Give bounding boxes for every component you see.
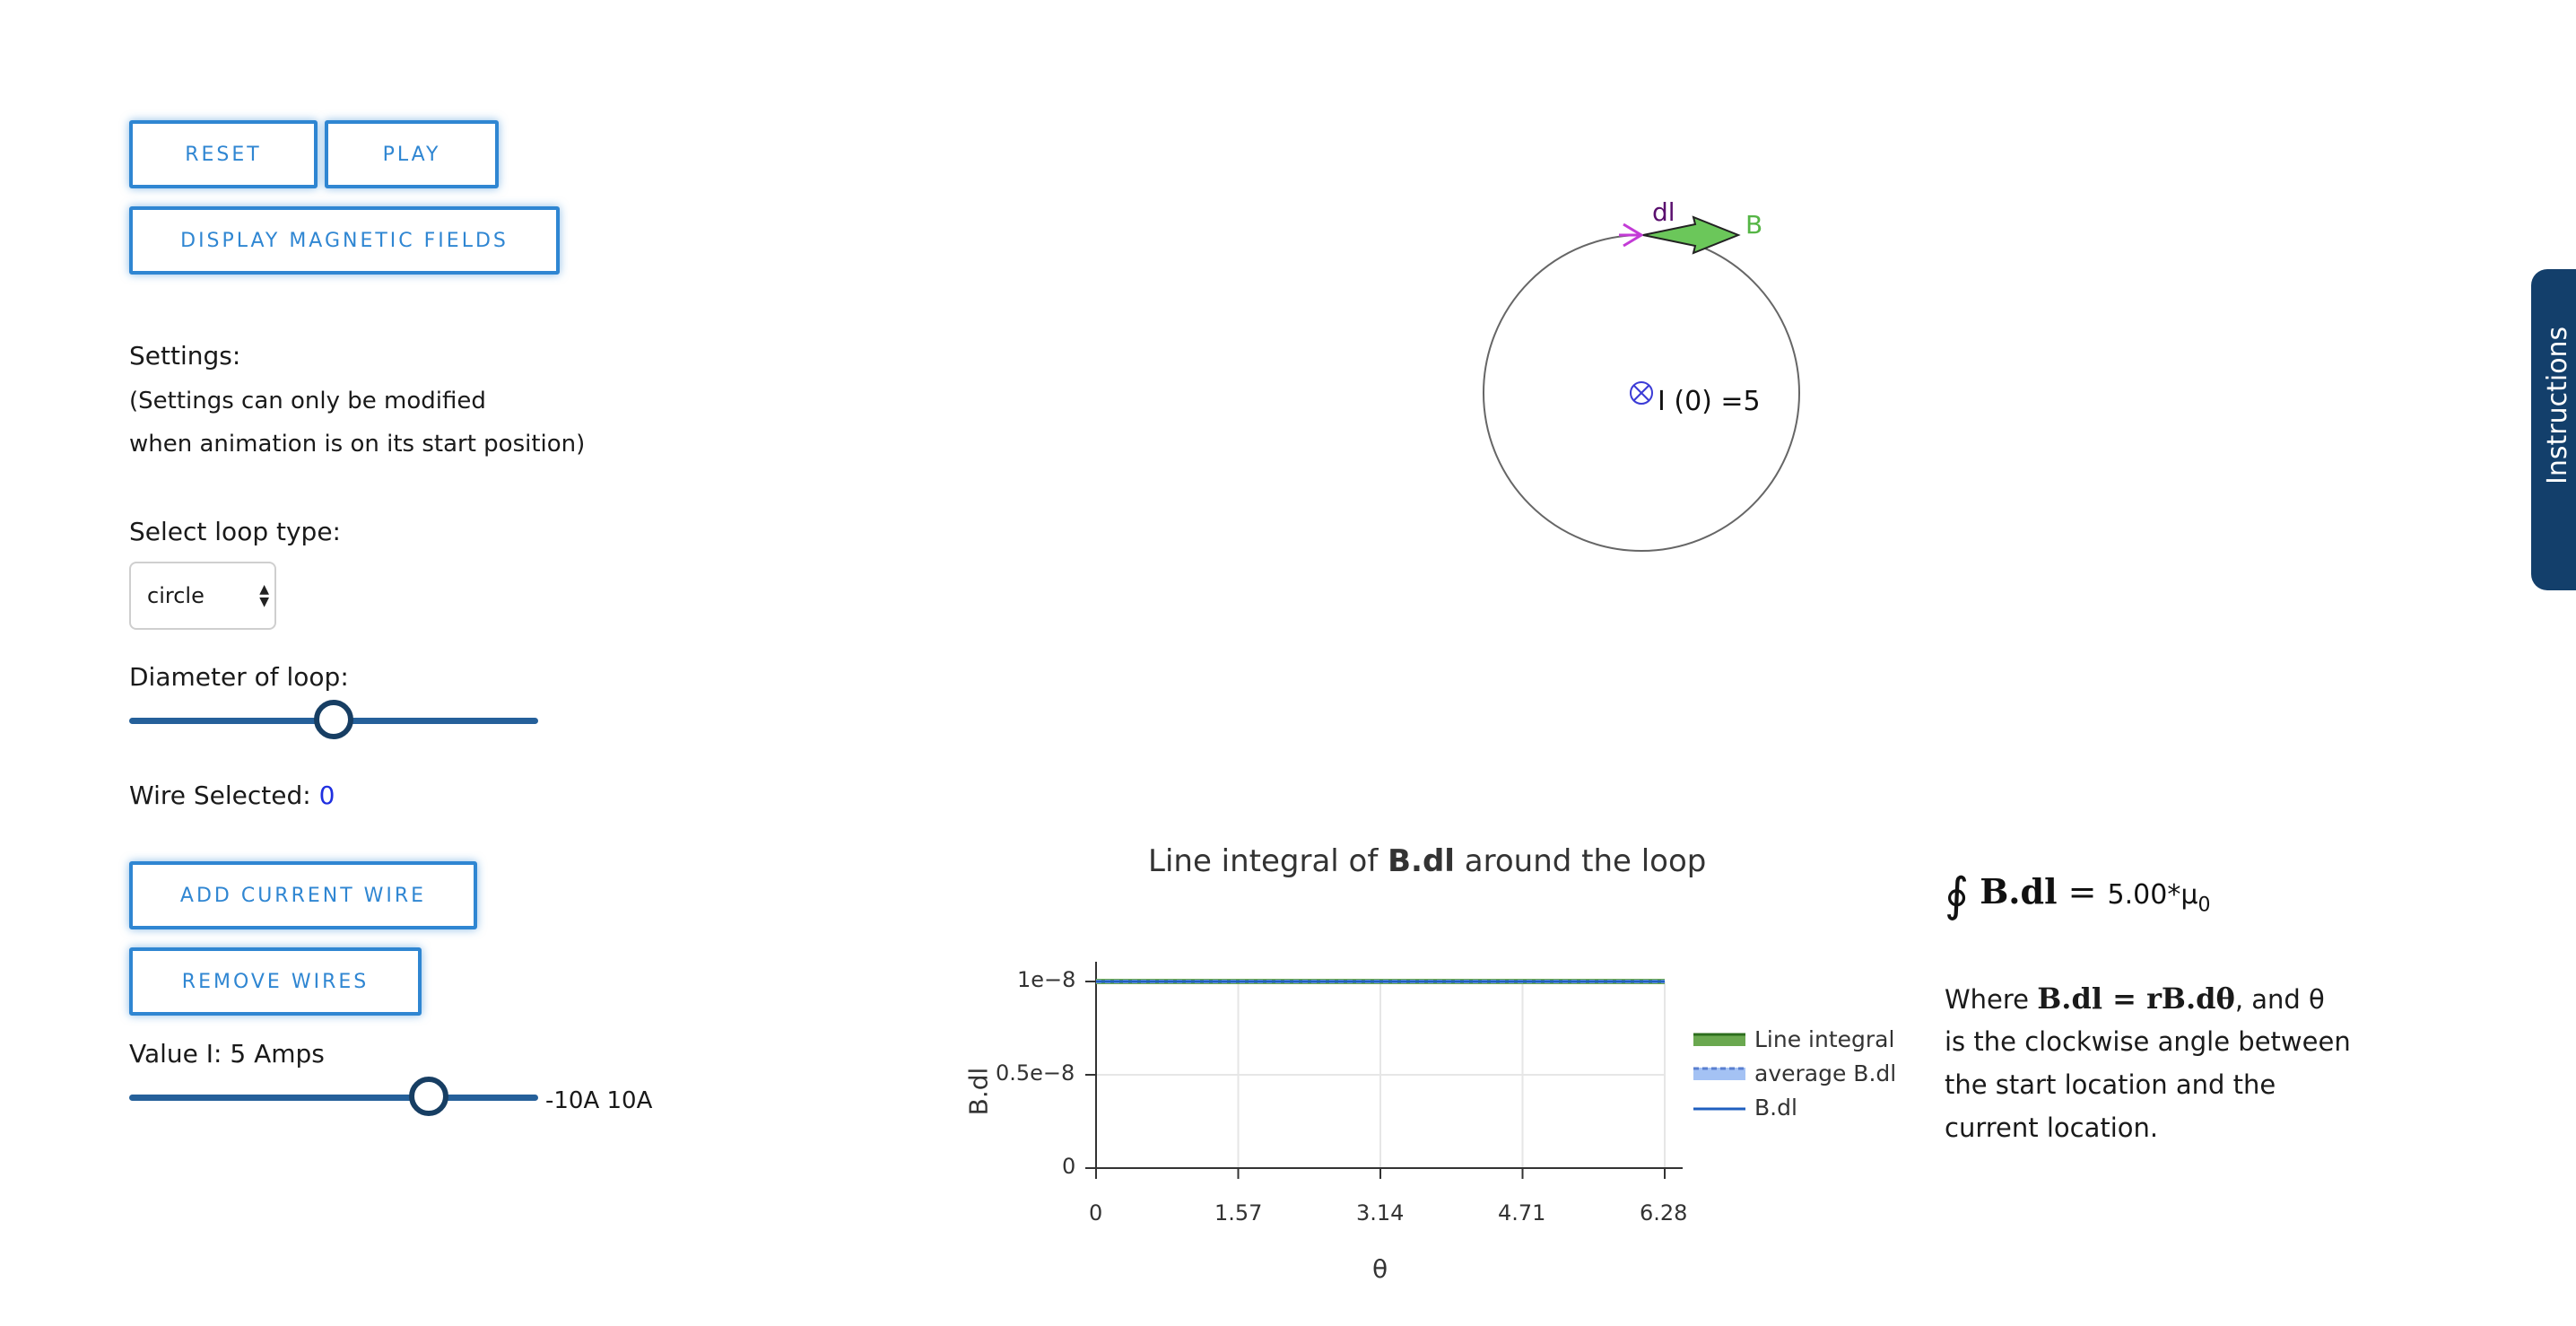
- add-current-wire-button[interactable]: ADD CURRENT WIRE: [129, 861, 477, 929]
- where-line3: the start location and the: [1945, 1069, 2276, 1100]
- chart-title-bold: B.dl: [1388, 843, 1455, 879]
- legend-swatch-average-bdl: [1693, 1068, 1745, 1080]
- x-tick-label: 3.14: [1356, 1200, 1405, 1226]
- legend-swatch-line-integral: [1693, 1034, 1745, 1046]
- x-tick-label: 6.28: [1640, 1200, 1688, 1226]
- where-line: Where B.dl = rB.dθ, and θ: [1945, 981, 2325, 1016]
- chart-title-suffix: around the loop: [1454, 843, 1707, 879]
- instructions-tab-label: Instructions: [2542, 326, 2573, 484]
- where-math: B.dl = rB.dθ: [2037, 981, 2235, 1016]
- chart-title: Line integral of B.dl around the loop: [1148, 843, 1706, 879]
- y-tick-label: 1e−8: [1017, 967, 1076, 992]
- y-tick-label: 0.5e−8: [996, 1060, 1075, 1086]
- x-tick-label: 1.57: [1214, 1200, 1263, 1226]
- remove-wires-button[interactable]: REMOVE WIRES: [129, 947, 422, 1016]
- x-tick-label: 4.71: [1498, 1200, 1546, 1226]
- current-range-text: -10A 10A: [545, 1087, 653, 1114]
- play-button[interactable]: PLAY: [325, 120, 499, 188]
- diameter-slider-thumb[interactable]: [314, 700, 353, 739]
- display-magnetic-fields-button[interactable]: DISPLAY MAGNETIC FIELDS: [129, 206, 560, 275]
- where-word: Where: [1945, 984, 2038, 1015]
- contour-integral-icon: ∮: [1945, 868, 1970, 922]
- x-axis-title: θ: [1372, 1254, 1388, 1284]
- chart-title-prefix: Line integral of: [1148, 843, 1388, 879]
- y-axis-title: B.dl: [963, 1067, 994, 1116]
- where-tail: , and θ: [2234, 984, 2325, 1015]
- where-line2: is the clockwise angle between: [1945, 1026, 2351, 1057]
- wire-selected-value: 0: [318, 781, 335, 810]
- wire-into-page-icon: [1630, 381, 1653, 405]
- current-slider-thumb[interactable]: [409, 1077, 448, 1116]
- y-tick-label: 0: [1062, 1154, 1076, 1179]
- settings-note-line2: when animation is on its start position): [129, 431, 586, 458]
- integral-subscript: 0: [2197, 894, 2211, 917]
- reset-button[interactable]: RESET: [129, 120, 318, 188]
- integral-value: 5.00*μ: [2107, 879, 2198, 911]
- loop-type-value: circle: [147, 583, 205, 608]
- wire-selected-label: Wire Selected: 0: [129, 781, 335, 810]
- where-line4: current location.: [1945, 1112, 2159, 1143]
- b-label: B: [1745, 210, 1763, 240]
- instructions-tab[interactable]: Instructions: [2531, 269, 2576, 590]
- current-value-label: Value I: 5 Amps: [129, 1039, 325, 1069]
- integral-formula: ∮ B.dl = 5.00*μ0: [1945, 868, 2211, 922]
- legend-label-line-integral: Line integral: [1754, 1026, 1895, 1052]
- legend-label-average-bdl: average B.dl: [1754, 1060, 1897, 1086]
- settings-note-line1: (Settings can only be modified: [129, 388, 486, 414]
- loop-diagram: [1483, 215, 1800, 552]
- settings-title: Settings:: [129, 341, 241, 371]
- wire-selected-text: Wire Selected:: [129, 781, 311, 810]
- dl-label: dl: [1652, 197, 1675, 227]
- b-arrow-icon: [1642, 215, 1741, 255]
- x-tick-label: 0: [1089, 1200, 1103, 1226]
- legend-label-bdl: B.dl: [1754, 1095, 1797, 1121]
- loop-type-label: Select loop type:: [129, 517, 341, 546]
- loop-type-select[interactable]: circle ▲ ▼: [129, 562, 276, 630]
- wire-current-label: I (0) =5: [1658, 386, 1761, 417]
- select-arrows-icon: ▲ ▼: [259, 582, 269, 609]
- diameter-label: Diameter of loop:: [129, 662, 349, 692]
- current-slider-track[interactable]: [129, 1095, 538, 1101]
